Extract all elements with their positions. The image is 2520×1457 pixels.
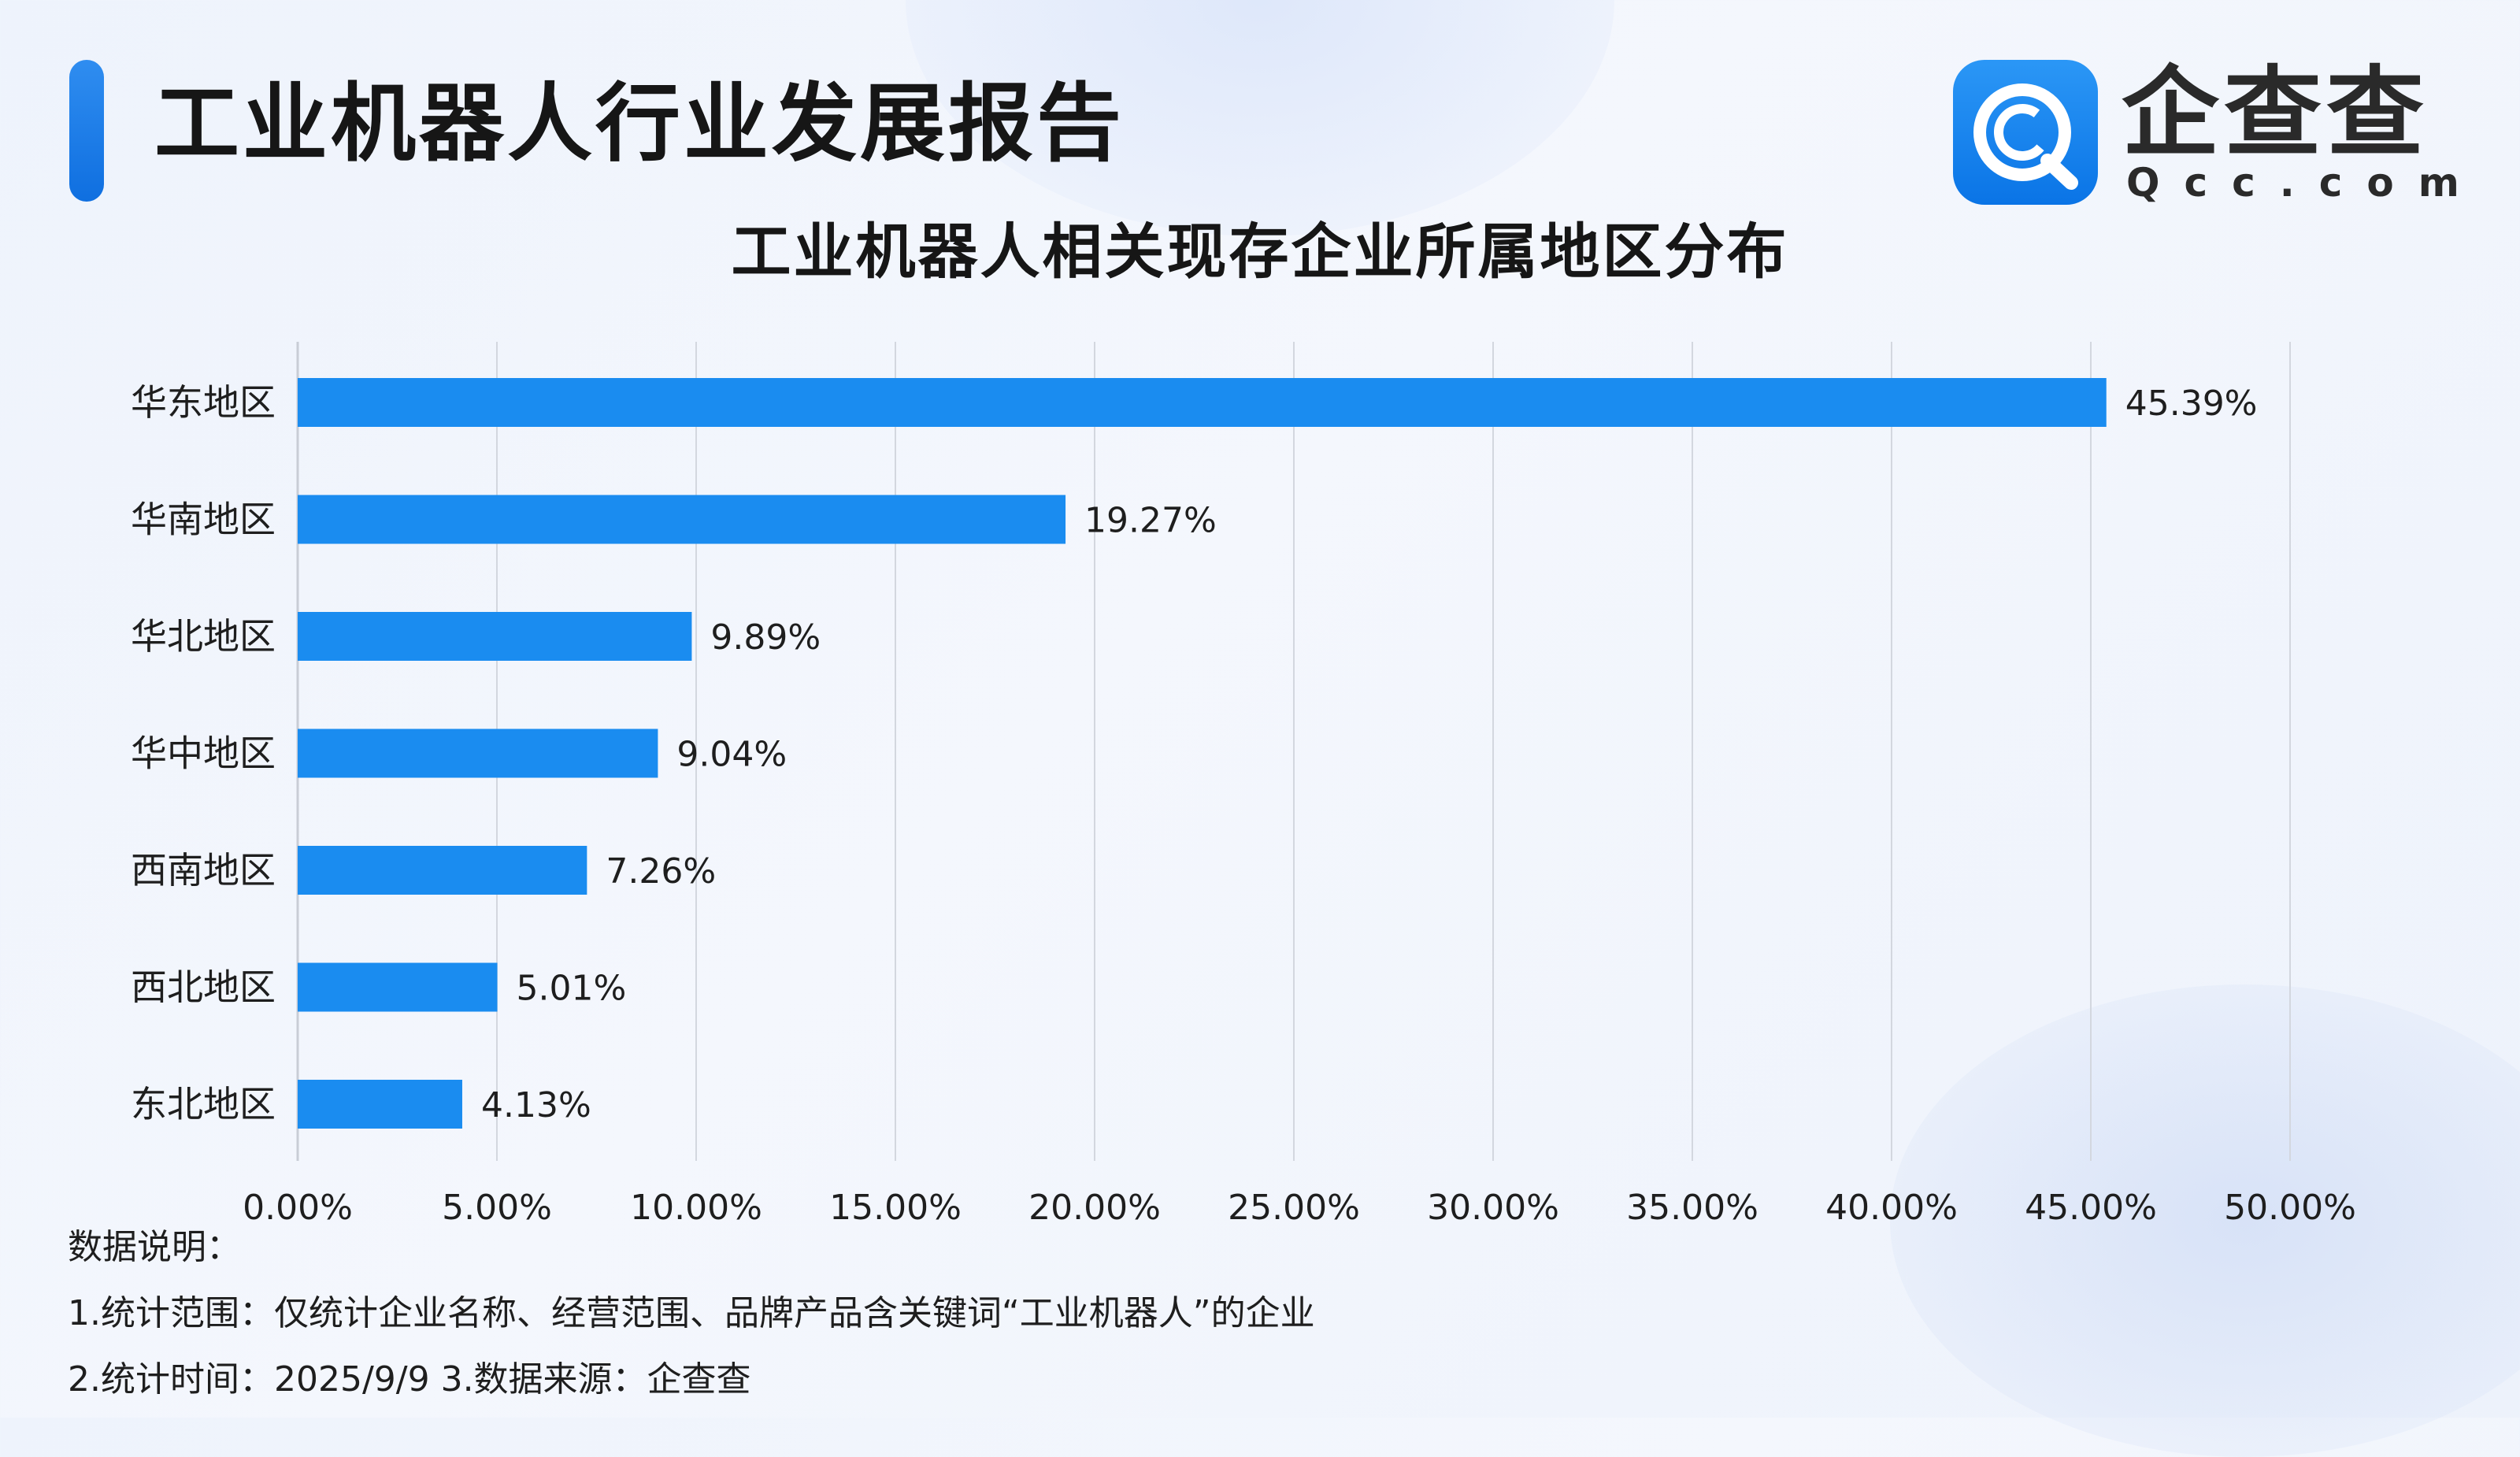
y-category-label: 华南地区 bbox=[131, 499, 276, 541]
y-category-label: 东北地区 bbox=[131, 1083, 276, 1125]
notes-line-2: 2.统计时间：2025/9/9 3.数据来源：企查查 bbox=[68, 1359, 751, 1400]
title-accent-bar bbox=[69, 60, 104, 202]
x-tick-label: 40.00% bbox=[1825, 1188, 1958, 1228]
logo-text-en: Qcc.com bbox=[2126, 160, 2484, 206]
bar bbox=[298, 846, 587, 895]
data-label: 7.26% bbox=[606, 851, 716, 892]
x-tick-label: 10.00% bbox=[630, 1188, 762, 1228]
bar bbox=[298, 728, 658, 778]
bar bbox=[298, 1080, 462, 1129]
x-tick-label: 25.00% bbox=[1228, 1188, 1360, 1228]
report-title: 工业机器人行业发展报告 bbox=[154, 75, 1125, 173]
data-label: 45.39% bbox=[2125, 384, 2258, 424]
bar bbox=[298, 612, 692, 661]
x-tick-label: 45.00% bbox=[2025, 1188, 2157, 1228]
chart-title: 工业机器人相关现存企业所属地区分布 bbox=[731, 217, 1789, 287]
bar bbox=[298, 962, 498, 1012]
data-label: 9.89% bbox=[710, 617, 821, 658]
y-category-label: 西南地区 bbox=[131, 849, 276, 892]
x-tick-label: 50.00% bbox=[2224, 1188, 2356, 1228]
data-notes: 数据说明： 1.统计范围：仅统计企业名称、经营范围、品牌产品含关键词“工业机器人… bbox=[68, 1225, 1315, 1424]
bar-chart: 0.00% 5.00% 10.00% 15.00% 20.00% 25.00% 30.00%… bbox=[131, 342, 2356, 1228]
background-glow bbox=[1890, 984, 2520, 1457]
logo-text-cn: 企查查 bbox=[2122, 57, 2429, 170]
x-tick-label: 15.00% bbox=[829, 1188, 962, 1228]
data-label: 4.13% bbox=[481, 1085, 591, 1125]
x-tick-label: 35.00% bbox=[1626, 1188, 1758, 1228]
y-category-label: 华东地区 bbox=[131, 381, 276, 424]
notes-heading: 数据说明： bbox=[68, 1227, 241, 1267]
data-label: 19.27% bbox=[1084, 501, 1217, 541]
bar bbox=[298, 495, 1066, 544]
x-tick-label: 5.00% bbox=[442, 1188, 552, 1228]
qcc-logo-icon bbox=[1953, 60, 2098, 205]
x-tick-label: 20.00% bbox=[1028, 1188, 1161, 1228]
y-category-label: 西北地区 bbox=[131, 966, 276, 1009]
x-tick-label: 0.00% bbox=[243, 1188, 353, 1228]
data-label: 9.04% bbox=[676, 735, 787, 775]
bar bbox=[298, 378, 2107, 427]
notes-line-1: 1.统计范围：仅统计企业名称、经营范围、品牌产品含关键词“工业机器人”的企业 bbox=[68, 1293, 1315, 1333]
y-category-label: 华中地区 bbox=[131, 732, 276, 775]
brand-logo: 企查查 Qcc.com bbox=[1953, 57, 2459, 208]
data-label: 5.01% bbox=[517, 969, 627, 1009]
y-category-label: 华北地区 bbox=[131, 615, 276, 658]
x-tick-label: 30.00% bbox=[1427, 1188, 1559, 1228]
